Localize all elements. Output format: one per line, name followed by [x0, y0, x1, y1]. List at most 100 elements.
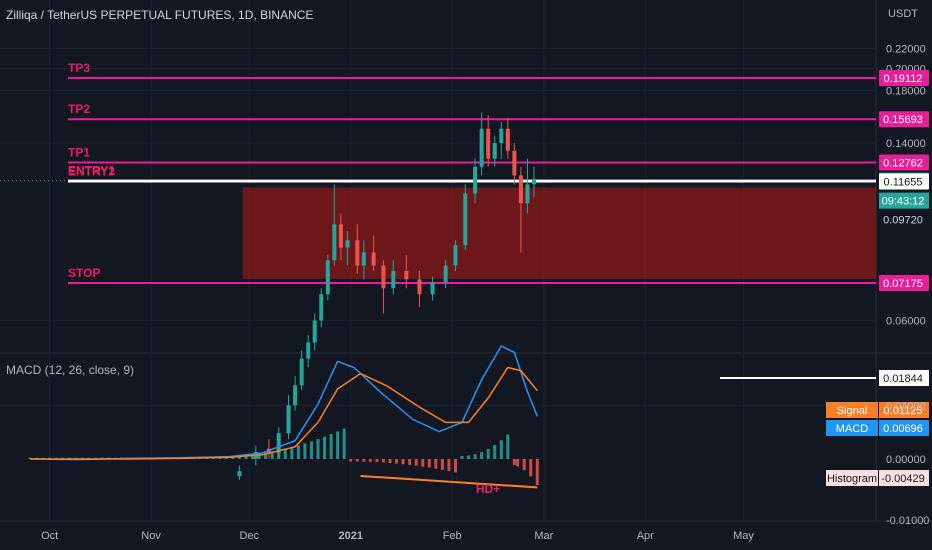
y-tick-label: 0.22000: [886, 44, 926, 56]
readout-value: -0.00429: [881, 473, 924, 485]
signal-line: [30, 366, 538, 460]
histogram-bar: [480, 452, 484, 459]
level-price-tag-text: 0.07175: [883, 278, 923, 290]
histogram-bar: [440, 459, 444, 470]
chart-title: Zilliqa / TetherUS PERPETUAL FUTURES, 1D…: [6, 8, 314, 22]
level-price-tag-text: 0.19112: [884, 73, 923, 85]
readout-label: Signal: [837, 405, 868, 417]
histogram-bar: [388, 459, 392, 463]
x-tick-label: 2021: [338, 530, 362, 542]
histogram-bar: [303, 443, 307, 459]
histogram-bar: [237, 455, 241, 459]
histogram-bar: [257, 453, 261, 459]
readout-value: 0.00696: [883, 423, 923, 435]
level-label: TP3: [68, 61, 90, 75]
histogram-bar: [395, 459, 399, 464]
level-label: TP1: [68, 146, 90, 160]
histogram-bar: [342, 428, 346, 459]
candle-body: [286, 405, 291, 434]
level-label: ENTRY1: [68, 164, 115, 178]
level-price-tag: [879, 173, 929, 190]
readout-label: MACD: [836, 423, 868, 435]
level-price-tag: [879, 154, 929, 171]
candle-body: [486, 128, 491, 159]
candle-body: [499, 128, 504, 144]
histogram-bar: [460, 455, 464, 459]
level-price-tag: [879, 275, 929, 291]
histogram-bar: [486, 448, 490, 459]
readout-label-box: [826, 420, 878, 436]
histogram-bar: [349, 459, 353, 462]
y-tick-label: 0.06000: [886, 315, 926, 327]
macd-y-tick-label: 0.00000: [886, 454, 926, 466]
level-label: STOP: [68, 266, 100, 280]
histogram-bar: [290, 447, 294, 459]
histogram-bar: [473, 454, 477, 459]
countdown-tag-text: 09:43:12: [882, 196, 925, 208]
candle-body: [299, 358, 304, 386]
histogram-bar: [493, 445, 497, 459]
candle-body: [453, 245, 458, 266]
histogram-bar: [506, 434, 510, 459]
histogram-bar: [447, 459, 451, 472]
candle-body: [237, 471, 242, 477]
candle-body: [371, 252, 376, 266]
candle-body: [525, 184, 530, 204]
stop-zone: [242, 187, 876, 279]
histogram-bar: [355, 459, 359, 462]
histogram-bar: [270, 451, 274, 459]
macd-y-tick-label: -0.01000: [886, 515, 929, 527]
candle-body: [404, 270, 409, 280]
histogram-bar: [264, 452, 268, 459]
readout-value-box: [879, 402, 929, 418]
level-price-tag: [879, 111, 929, 128]
readout-value: 0.01844: [883, 373, 923, 385]
x-tick-label: Feb: [443, 530, 462, 542]
histogram-bar: [362, 459, 366, 462]
level-price-tag-text: 0.12762: [883, 158, 923, 170]
histogram-bar: [329, 434, 333, 459]
macd-title: MACD (12, 26, close, 9): [6, 363, 135, 377]
readout-label: Histogram: [827, 473, 877, 485]
readout-label-box: [826, 470, 878, 486]
histogram-bar: [323, 436, 327, 459]
y-tick-label: 0.14000: [886, 138, 926, 150]
histogram-bar: [512, 459, 516, 466]
readout-value: 0.01125: [884, 405, 923, 417]
candle-body: [332, 224, 337, 261]
candle-body: [430, 282, 435, 295]
histogram-bar: [414, 459, 418, 466]
candle-body: [312, 320, 317, 343]
level-price-tag: [879, 70, 929, 86]
readout-label-box: [826, 402, 878, 418]
currency-label[interactable]: USDT: [888, 8, 918, 20]
level-price-tag-text: 0.15693: [883, 114, 923, 126]
histogram-bar: [516, 459, 520, 467]
histogram-bar: [283, 448, 287, 459]
histogram-bar: [277, 450, 281, 459]
candle-body: [473, 166, 478, 194]
axes: Oct Nov Dec 2021 Feb Mar Apr May0.220000.200000…: [41, 44, 929, 542]
zone-mid-tag-text: 0.09720: [883, 214, 923, 226]
histogram-bar: [251, 454, 255, 459]
histogram-bar: [427, 459, 431, 468]
candle-body: [505, 128, 510, 151]
candle-body: [293, 385, 298, 406]
histogram-bar: [244, 455, 248, 459]
histogram-bar: [453, 459, 457, 473]
candle-body: [443, 265, 448, 283]
histogram-bar: [375, 459, 379, 463]
candles: [237, 112, 536, 480]
histogram-bar: [467, 455, 471, 459]
candle-body: [391, 270, 396, 289]
stop-zone-rect: [242, 187, 876, 279]
x-tick-label: Apr: [637, 530, 654, 542]
histogram-bar: [336, 431, 340, 459]
histogram-bar: [309, 441, 313, 459]
candle-body: [338, 224, 343, 248]
histogram-bar: [316, 439, 320, 459]
x-tick-label: May: [733, 530, 754, 542]
candle-body: [532, 178, 536, 185]
histogram-bar: [401, 459, 405, 465]
